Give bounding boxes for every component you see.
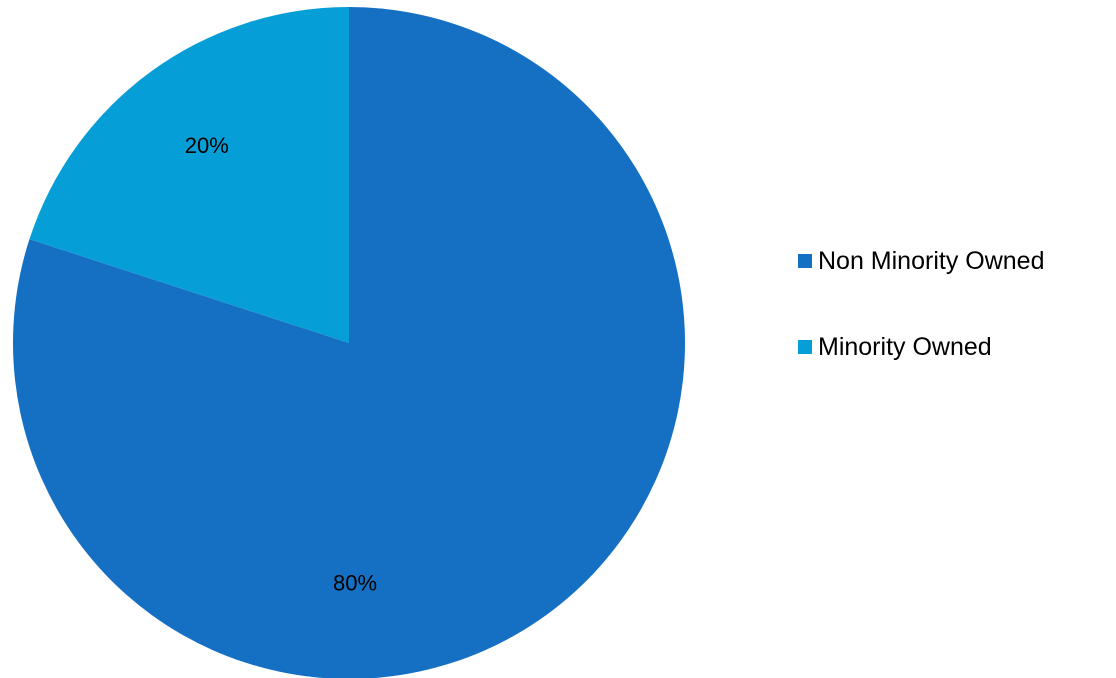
pie-slice-minority-owned <box>29 7 350 343</box>
legend-swatch-minority-owned <box>798 340 812 354</box>
pie-data-labels: 80% 20% <box>185 133 377 596</box>
legend-item-minority-owned: Minority Owned <box>798 330 1116 364</box>
data-label-non-minority-owned: 80% <box>333 571 377 596</box>
data-label-minority-owned: 20% <box>185 133 229 158</box>
legend: Non Minority Owned Minority Owned <box>798 244 1116 416</box>
legend-swatch-non-minority-owned <box>798 254 812 268</box>
legend-item-non-minority-owned: Non Minority Owned <box>798 244 1116 278</box>
pie-slice-non-minority-owned <box>13 7 685 678</box>
pie-slices <box>13 7 685 678</box>
legend-label-minority-owned: Minority Owned <box>818 332 992 361</box>
legend-label-non-minority-owned: Non Minority Owned <box>818 246 1045 275</box>
